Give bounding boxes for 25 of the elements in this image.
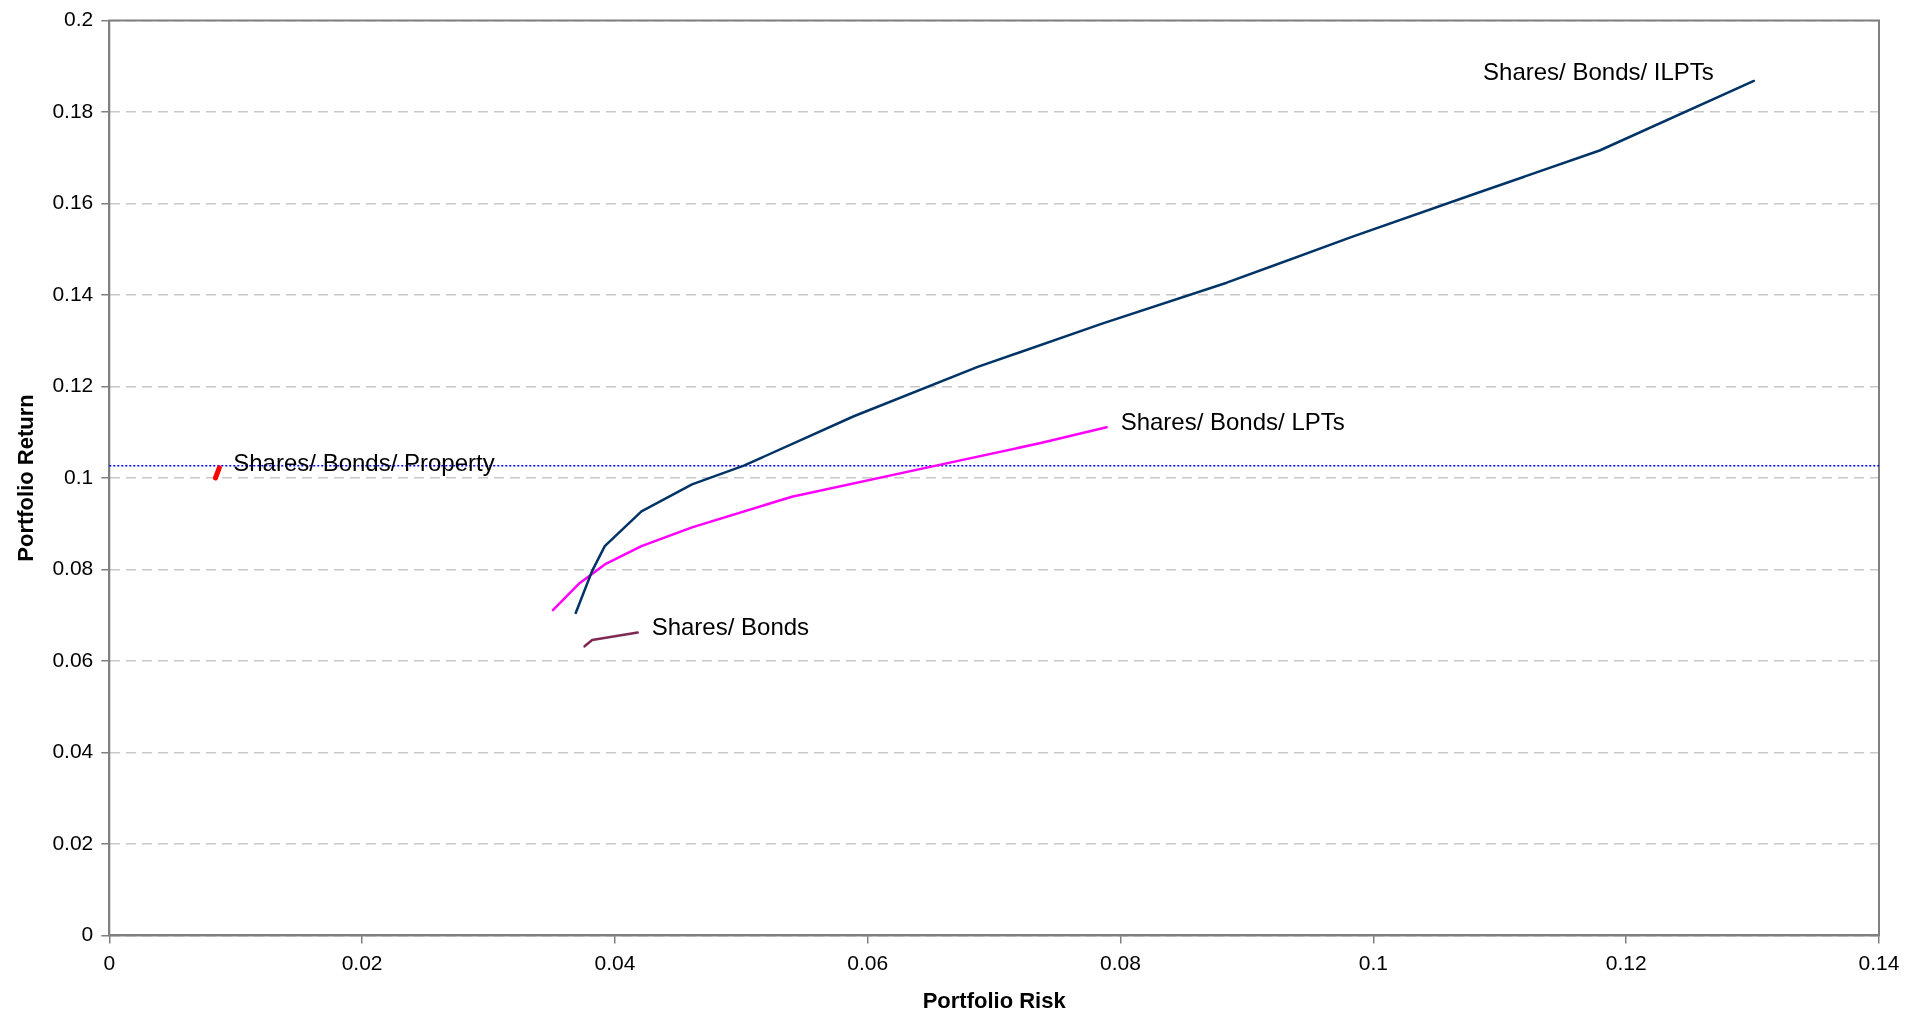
- y-tick-label: 0.04: [52, 739, 94, 763]
- x-tick-label: 0.08: [1100, 950, 1141, 974]
- y-tick-label: 0.02: [52, 830, 94, 854]
- series-label: Shares/ Bonds: [651, 613, 810, 641]
- y-tick-label: 0.16: [52, 190, 94, 214]
- series-label: Shares/ Bonds/ LPTs: [1120, 407, 1345, 435]
- y-axis-title: Portfolio Return: [13, 394, 39, 562]
- y-tick-label: 0: [81, 922, 94, 946]
- series-label: Shares/ Bonds/ Property: [233, 448, 495, 476]
- x-tick-label: 0.14: [1858, 950, 1900, 974]
- x-tick-label: 0: [103, 950, 116, 974]
- y-tick-label: 0.06: [52, 647, 94, 671]
- x-tick-label: 0.02: [341, 950, 383, 974]
- y-tick-label: 0.14: [52, 281, 94, 305]
- y-tick-label: 0.08: [52, 556, 94, 580]
- x-tick-label: 0.12: [1605, 950, 1647, 974]
- x-tick-label: 0.1: [1358, 950, 1388, 974]
- y-tick-label: 0.2: [64, 7, 94, 31]
- y-tick-label: 0.18: [52, 98, 94, 122]
- y-tick-label: 0.1: [64, 464, 94, 488]
- series-label: Shares/ Bonds/ ILPTs: [1483, 57, 1714, 85]
- x-tick-label: 0.06: [847, 950, 889, 974]
- y-tick-label: 0.12: [52, 373, 94, 397]
- x-tick-label: 0.04: [594, 950, 636, 974]
- x-axis-title: Portfolio Risk: [922, 987, 1067, 1013]
